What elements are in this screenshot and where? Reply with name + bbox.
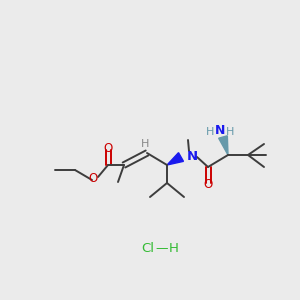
Text: H: H [226,127,234,137]
Text: O: O [88,172,98,184]
Polygon shape [167,153,184,165]
Text: O: O [103,142,112,155]
Text: N: N [215,124,225,137]
Text: H: H [169,242,179,254]
Text: H: H [206,127,214,137]
Text: H: H [141,139,149,149]
Text: —: — [152,242,172,254]
Text: N: N [186,151,198,164]
Polygon shape [219,136,228,155]
Text: O: O [203,178,213,190]
Text: Cl: Cl [142,242,154,254]
